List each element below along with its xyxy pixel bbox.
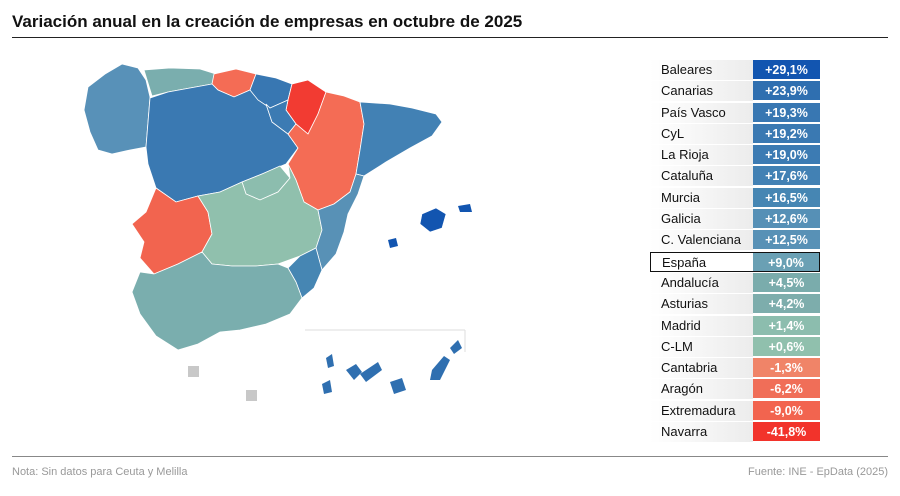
region-value: -1,3% xyxy=(753,358,820,379)
region-name: Aragón xyxy=(650,379,753,400)
region-value: +1,4% xyxy=(753,315,820,336)
region-canarias-gran-canaria[interactable] xyxy=(390,378,406,394)
region-name: CyL xyxy=(650,123,753,144)
region-baleares-menorca[interactable] xyxy=(458,204,472,212)
table-row: CyL +19,2% xyxy=(650,123,820,145)
table-row: Extremadura -9,0% xyxy=(650,400,820,422)
region-name: C-LM xyxy=(650,336,753,357)
table-row: C-LM +0,6% xyxy=(650,336,820,358)
region-value: -41,8% xyxy=(753,422,820,443)
region-name: Murcia xyxy=(650,187,753,208)
region-value: -9,0% xyxy=(753,400,820,421)
region-canarias-fuerteventura[interactable] xyxy=(430,356,450,380)
region-value: +17,6% xyxy=(753,166,820,187)
region-name: España xyxy=(650,251,753,272)
table-row: País Vasco +19,3% xyxy=(650,102,820,124)
table-row: Cantabria -1,3% xyxy=(650,358,820,379)
region-name: Andalucía xyxy=(650,272,753,293)
table-row: Cataluña +17,6% xyxy=(650,166,820,187)
region-value: +23,9% xyxy=(753,81,820,102)
region-value: -6,2% xyxy=(753,379,820,400)
footnote: Nota: Sin datos para Ceuta y Melilla xyxy=(12,466,188,478)
region-value: +16,5% xyxy=(753,187,820,208)
region-value: +0,6% xyxy=(753,336,820,357)
table-row: Madrid +1,4% xyxy=(650,315,820,337)
region-ceuta-nodata xyxy=(188,366,199,377)
region-name: Cataluña xyxy=(650,166,753,187)
ranking-table: Baleares +29,1% Canarias +23,9% País Vasco +1… xyxy=(650,60,820,443)
region-value: +9,0% xyxy=(753,251,820,272)
table-row: Navarra -41,8% xyxy=(650,422,820,443)
region-name: Baleares xyxy=(650,60,753,80)
region-la-rioja[interactable] xyxy=(265,99,297,135)
table-row: Canarias +23,9% xyxy=(650,81,820,102)
region-name: Madrid xyxy=(650,315,753,336)
region-canarias-3[interactable] xyxy=(346,364,362,380)
table-row: C. Valenciana +12,5% xyxy=(650,230,820,251)
region-name: C. Valenciana xyxy=(650,230,753,251)
region-value: +29,1% xyxy=(753,60,820,80)
spain-map xyxy=(83,63,472,401)
region-name: Galicia xyxy=(650,209,753,230)
table-row: Aragón -6,2% xyxy=(650,379,820,400)
region-name: Extremadura xyxy=(650,400,753,421)
region-name: Asturias xyxy=(650,294,753,315)
table-row: Baleares +29,1% xyxy=(650,60,820,81)
region-value: +4,2% xyxy=(753,294,820,315)
table-row: Murcia +16,5% xyxy=(650,187,820,209)
region-name: Canarias xyxy=(650,81,753,102)
region-canarias-2[interactable] xyxy=(322,380,332,394)
region-name: País Vasco xyxy=(650,102,753,123)
region-name: Navarra xyxy=(650,422,753,443)
region-value: +19,3% xyxy=(753,102,820,123)
region-name: Cantabria xyxy=(650,358,753,379)
table-row: Galicia +12,6% xyxy=(650,209,820,230)
table-row: Asturias +4,2% xyxy=(650,294,820,315)
region-value: +19,2% xyxy=(753,123,820,144)
region-value: +4,5% xyxy=(753,272,820,293)
region-canarias-lanzarote[interactable] xyxy=(450,340,462,354)
title-divider xyxy=(12,37,888,38)
region-melilla-nodata xyxy=(246,390,257,401)
region-value: +12,6% xyxy=(753,209,820,230)
region-value: +12,5% xyxy=(753,230,820,251)
region-cataluna[interactable] xyxy=(355,101,443,177)
region-galicia[interactable] xyxy=(83,63,151,155)
table-row: La Rioja +19,0% xyxy=(650,145,820,166)
region-baleares-mallorca[interactable] xyxy=(419,207,447,233)
region-andalucia[interactable] xyxy=(131,251,303,351)
source-label: Fuente: INE - EpData (2025) xyxy=(747,466,888,478)
region-value: +19,0% xyxy=(753,145,820,166)
region-name: La Rioja xyxy=(650,145,753,166)
chart-title: Variación anual en la creación de empres… xyxy=(12,12,523,31)
table-row: Andalucía +4,5% xyxy=(650,272,820,294)
region-canarias-1[interactable] xyxy=(326,354,334,368)
footer-divider xyxy=(12,456,888,457)
region-baleares-ibiza[interactable] xyxy=(388,238,398,248)
region-canarias-tenerife[interactable] xyxy=(360,362,382,382)
table-row-total: España +9,0% xyxy=(650,251,820,273)
